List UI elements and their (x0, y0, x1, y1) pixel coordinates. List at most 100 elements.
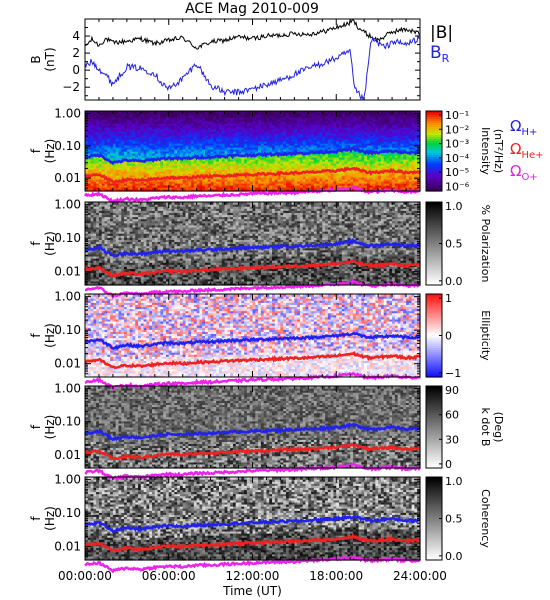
heat-cell (121, 121, 125, 124)
heat-cell (380, 113, 385, 116)
heat-cell (313, 167, 318, 170)
heat-cell (372, 149, 376, 152)
heat-cell (165, 161, 170, 164)
heat-cell (283, 183, 287, 186)
heat-cell (291, 163, 295, 166)
heat-cell (199, 163, 203, 166)
heat-cell (341, 117, 346, 120)
heat-cell (104, 117, 108, 120)
heat-cell (302, 133, 307, 136)
heat-cell (330, 133, 335, 136)
heat-cell (188, 133, 192, 136)
heat-cell (322, 157, 326, 160)
heat-cell (101, 143, 106, 146)
heat-cell (93, 145, 97, 148)
heat-cell (238, 145, 242, 148)
heat-cell (157, 111, 161, 114)
heat-cell (375, 137, 379, 140)
heat-cell (90, 151, 94, 154)
heat-cell (255, 143, 259, 146)
heat-cell (353, 157, 357, 160)
heat-cell (344, 129, 349, 132)
heat-cell (149, 185, 153, 188)
heat-cell (135, 125, 139, 128)
heat-cell (249, 141, 254, 144)
heat-cell (344, 131, 349, 134)
heat-cell (152, 155, 156, 158)
heat-cell (104, 163, 108, 166)
heat-cell (339, 115, 343, 118)
heat-cell (286, 135, 290, 138)
heat-cell (174, 173, 178, 176)
heat-cell (140, 169, 145, 172)
heat-cell (341, 127, 346, 130)
heat-cell (165, 147, 170, 150)
heat-cell (246, 117, 251, 120)
heat-cell (221, 159, 226, 162)
heat-cell (291, 169, 295, 172)
heat-cell (255, 149, 259, 152)
heat-cell (266, 161, 270, 164)
heat-cell (333, 141, 337, 144)
heat-cell (369, 187, 374, 190)
heat-cell (210, 119, 215, 122)
heat-cell (263, 157, 268, 160)
heat-cell (160, 187, 164, 190)
heat-cell (129, 181, 134, 184)
heat-cell (322, 177, 326, 180)
heat-cell (272, 129, 276, 132)
heat-cell (330, 143, 335, 146)
heat-cell (210, 113, 215, 116)
heat-cell (163, 179, 167, 182)
heat-cell (274, 147, 279, 150)
heat-cell (341, 153, 346, 156)
heat-cell (277, 137, 282, 140)
heat-cell (129, 137, 134, 140)
heat-cell (85, 153, 89, 156)
heat-cell (85, 141, 89, 144)
heat-cell (124, 129, 128, 132)
heat-cell (364, 181, 368, 184)
heat-cell (364, 141, 368, 144)
heat-cell (336, 131, 340, 134)
heat-cell (213, 165, 217, 168)
heat-cell (193, 161, 198, 164)
heat-cell (378, 141, 382, 144)
heat-cell (202, 169, 206, 172)
heat-cell (283, 143, 287, 146)
heat-cell (213, 143, 217, 146)
heat-cell (188, 155, 192, 158)
heat-cell (369, 157, 374, 160)
heat-cell (255, 161, 259, 164)
heat-cell (143, 145, 148, 148)
heat-cell (193, 151, 198, 154)
heat-cell (339, 127, 343, 130)
heat-cell (182, 147, 187, 150)
heat-cell (171, 113, 175, 116)
heat-cell (149, 169, 153, 172)
heat-cell (372, 167, 376, 170)
heat-cell (263, 125, 268, 128)
heat-cell (205, 149, 209, 152)
heat-cell (277, 115, 282, 118)
heat-cell (163, 135, 167, 138)
heat-cell (177, 139, 181, 142)
heat-cell (255, 147, 259, 150)
heat-cell (252, 135, 256, 138)
heat-cell (118, 139, 122, 142)
heat-cell (98, 143, 103, 146)
heat-cell (311, 157, 315, 160)
heat-cell (260, 125, 265, 128)
heat-cell (219, 123, 223, 126)
heat-cell (302, 135, 307, 138)
heat-cell (299, 189, 304, 192)
heat-cell (327, 157, 332, 160)
heat-cell (224, 163, 228, 166)
heat-cell (85, 121, 89, 124)
heat-cell (291, 133, 295, 136)
heat-cell (241, 129, 245, 132)
heat-cell (260, 145, 265, 148)
heat-cell (378, 157, 382, 160)
heat-cell (241, 171, 245, 174)
heat-cell (146, 143, 150, 146)
